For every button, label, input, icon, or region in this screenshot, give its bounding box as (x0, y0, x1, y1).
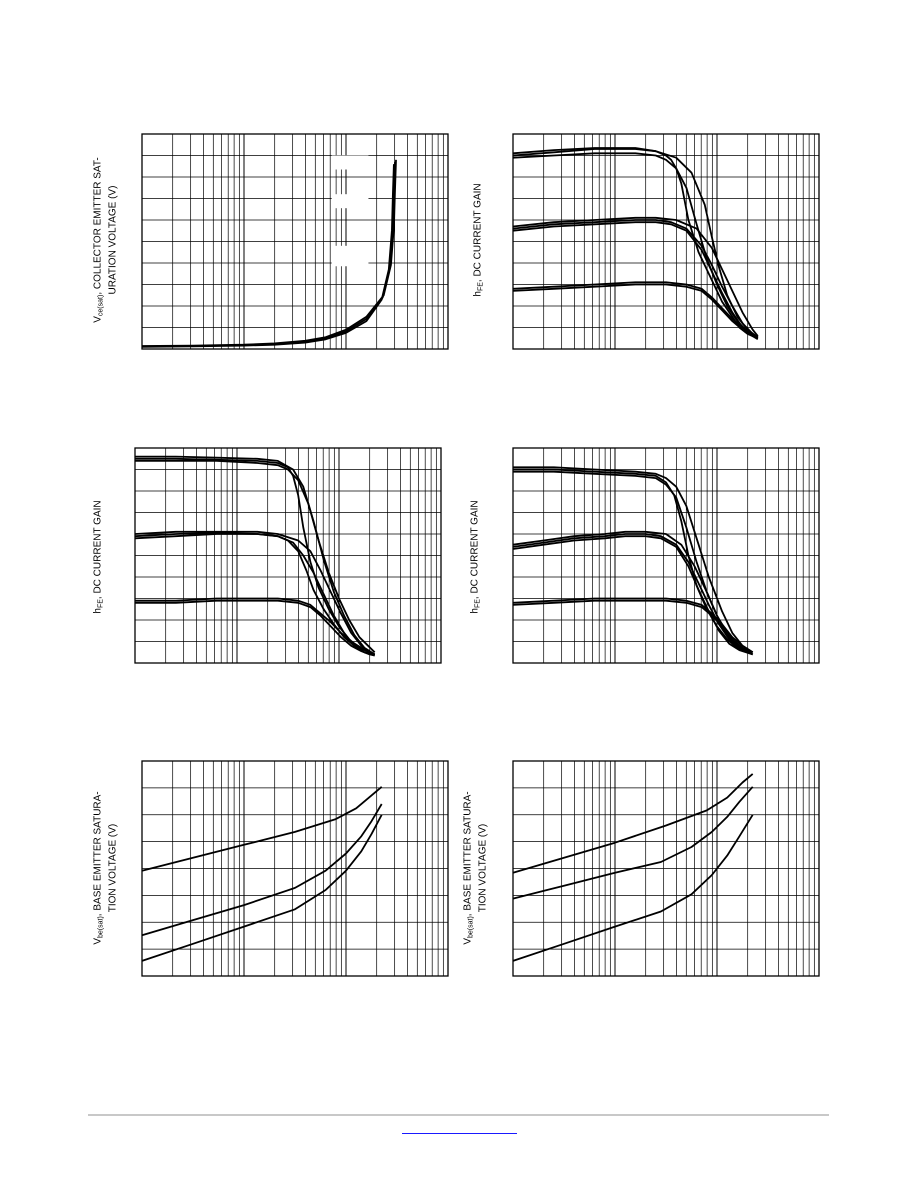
grid (141, 134, 448, 349)
plot-border (141, 760, 449, 977)
series-line-5 (512, 535, 753, 656)
blank-annotation (331, 252, 369, 267)
chart-hfe-3 (512, 447, 820, 664)
chart-hfe-1 (512, 133, 820, 350)
series-line-5 (512, 221, 759, 341)
series-line-8 (512, 599, 754, 656)
series-line-8 (512, 281, 759, 339)
blank-annotation (331, 155, 369, 170)
blank-annotation (331, 194, 369, 209)
series-line-2 (141, 803, 383, 937)
grid (512, 761, 819, 976)
plot-border (134, 447, 442, 664)
series-line-7 (512, 597, 754, 654)
series-line-1 (513, 468, 754, 656)
chart-vbe-sat-1 (141, 760, 449, 977)
series-line-6 (512, 216, 759, 337)
series-line-8 (135, 599, 375, 657)
chart-vce-sat (141, 133, 449, 350)
series-line-6 (134, 530, 376, 656)
series-line-5 (134, 533, 375, 657)
series-line-3 (135, 455, 376, 656)
grid (512, 134, 819, 349)
chart-vbe-sat-2 (512, 760, 820, 977)
series-line-2 (135, 460, 376, 653)
series-line-3 (512, 814, 754, 962)
series-line-3 (141, 159, 397, 347)
series-line-7 (135, 597, 376, 656)
footer-link-underline[interactable] (402, 1133, 517, 1134)
grid (512, 448, 819, 663)
footer-divider (88, 1114, 829, 1116)
plot-border (512, 133, 820, 350)
series-line-4 (512, 219, 759, 339)
plot-border (512, 447, 820, 664)
series-line-7 (512, 283, 759, 340)
series-line-1 (512, 773, 754, 874)
grid (141, 761, 448, 976)
chart-hfe-2 (134, 447, 442, 664)
series-line-3 (141, 814, 383, 962)
series-line-2 (512, 786, 754, 900)
series-line-1 (141, 786, 383, 872)
series-line-3 (513, 466, 754, 654)
plot-border (512, 760, 820, 977)
plot-border (141, 133, 449, 350)
grid (134, 448, 441, 663)
